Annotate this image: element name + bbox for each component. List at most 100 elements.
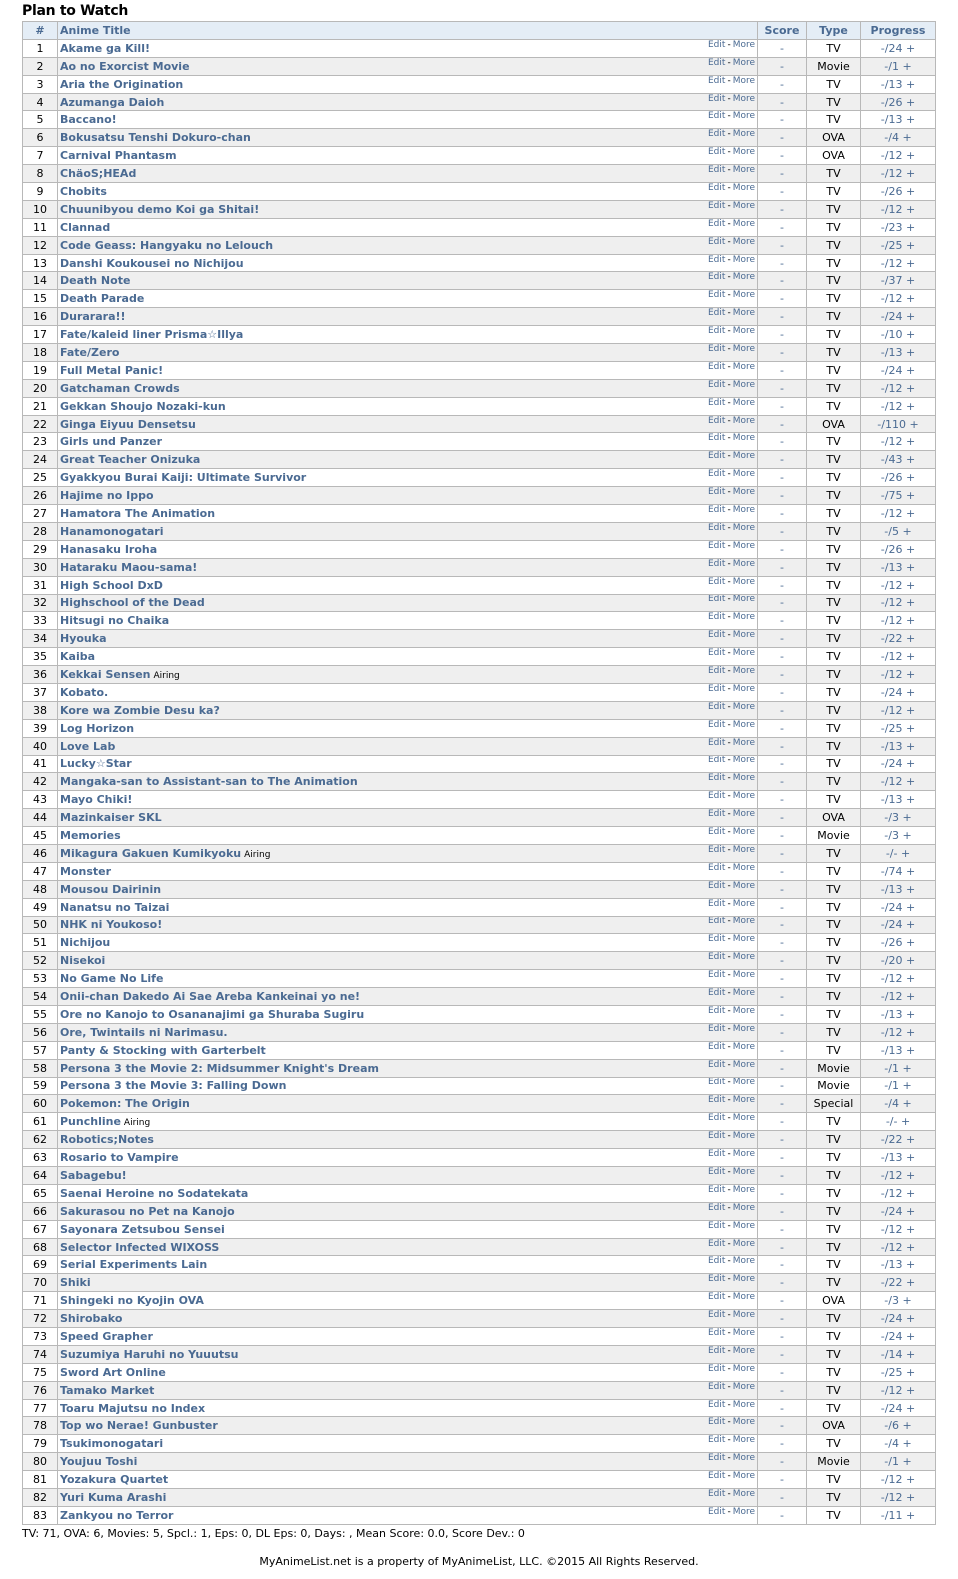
anime-title-link[interactable]: Akame ga Kill!	[60, 41, 150, 55]
header-num[interactable]: #	[22, 21, 58, 40]
anime-title-link[interactable]: Ginga Eiyuu Densetsu	[60, 417, 196, 431]
more-link[interactable]: More	[732, 683, 755, 694]
anime-title-link[interactable]: Code Geass: Hangyaku no Lelouch	[60, 238, 274, 252]
score[interactable]: -	[757, 1470, 807, 1490]
edit-link[interactable]: Edit	[708, 1005, 726, 1016]
header-progress[interactable]: Progress	[860, 21, 936, 40]
edit-link[interactable]: Edit	[708, 1453, 726, 1464]
increment-button[interactable]: +	[905, 1365, 916, 1379]
increment-button[interactable]: +	[905, 41, 916, 55]
progress-value[interactable]: -/75	[880, 489, 903, 503]
edit-link[interactable]: Edit	[708, 648, 726, 659]
more-link[interactable]: More	[732, 880, 755, 891]
increment-button[interactable]: +	[902, 1419, 912, 1433]
edit-link[interactable]: Edit	[708, 773, 726, 784]
score[interactable]: -	[757, 951, 807, 971]
increment-button[interactable]: +	[905, 685, 916, 699]
edit-link[interactable]: Edit	[708, 415, 726, 426]
anime-title-link[interactable]: Girls und Panzer	[60, 435, 163, 449]
more-link[interactable]: More	[732, 1113, 755, 1124]
progress-value[interactable]: -/24	[880, 1329, 903, 1343]
score[interactable]: -	[757, 128, 807, 148]
increment-button[interactable]: +	[905, 1508, 916, 1522]
score[interactable]: -	[757, 1273, 807, 1293]
progress-value[interactable]: -/12	[880, 650, 903, 664]
edit-link[interactable]: Edit	[708, 326, 726, 337]
increment-button[interactable]: +	[905, 936, 916, 950]
edit-link[interactable]: Edit	[708, 487, 726, 498]
more-link[interactable]: More	[732, 1041, 755, 1052]
edit-link[interactable]: Edit	[708, 290, 726, 301]
increment-button[interactable]: +	[905, 703, 916, 717]
progress-value[interactable]: -/-	[885, 846, 898, 860]
score[interactable]: -	[757, 915, 807, 935]
progress-value[interactable]: -/22	[880, 632, 903, 646]
more-link[interactable]: More	[732, 952, 755, 963]
anime-title-link[interactable]: Pokemon: The Origin	[60, 1097, 190, 1111]
edit-link[interactable]: Edit	[708, 1399, 726, 1410]
progress-value[interactable]: -/12	[880, 1168, 903, 1182]
edit-link[interactable]: Edit	[708, 809, 726, 820]
progress-value[interactable]: -/12	[880, 614, 903, 628]
header-title[interactable]: Anime Title	[57, 21, 758, 40]
edit-link[interactable]: Edit	[708, 361, 726, 372]
edit-link[interactable]: Edit	[708, 522, 726, 533]
increment-button[interactable]: +	[905, 632, 916, 646]
progress-value[interactable]: -/24	[880, 918, 903, 932]
edit-link[interactable]: Edit	[708, 934, 726, 945]
more-link[interactable]: More	[732, 1023, 755, 1034]
increment-button[interactable]: +	[905, 310, 916, 324]
increment-button[interactable]: +	[905, 202, 916, 216]
progress-value[interactable]: -/12	[880, 1240, 903, 1254]
score[interactable]: -	[757, 343, 807, 362]
edit-link[interactable]: Edit	[708, 1488, 726, 1499]
more-link[interactable]: More	[732, 791, 755, 802]
edit-link[interactable]: Edit	[708, 1202, 726, 1213]
score[interactable]: -	[757, 861, 807, 881]
increment-button[interactable]: +	[902, 1079, 912, 1093]
edit-link[interactable]: Edit	[708, 1417, 726, 1428]
score[interactable]: -	[757, 235, 807, 255]
more-link[interactable]: More	[732, 1166, 755, 1177]
anime-title-link[interactable]: Shirobako	[60, 1312, 123, 1326]
more-link[interactable]: More	[732, 558, 755, 569]
progress-value[interactable]: -/24	[880, 685, 903, 699]
edit-link[interactable]: Edit	[708, 451, 726, 462]
anime-title-link[interactable]: Robotics;Notes	[60, 1133, 154, 1147]
more-link[interactable]: More	[732, 1005, 755, 1016]
edit-link[interactable]: Edit	[708, 612, 726, 623]
edit-link[interactable]: Edit	[708, 540, 726, 551]
edit-link[interactable]: Edit	[708, 1059, 726, 1070]
more-link[interactable]: More	[732, 1131, 755, 1142]
more-link[interactable]: More	[732, 182, 755, 193]
more-link[interactable]: More	[732, 361, 755, 372]
score[interactable]: -	[757, 1398, 807, 1418]
more-link[interactable]: More	[732, 827, 755, 838]
increment-button[interactable]: +	[900, 1115, 911, 1129]
more-link[interactable]: More	[732, 1292, 755, 1303]
score[interactable]: -	[757, 879, 807, 899]
anime-title-link[interactable]: Death Note	[60, 274, 131, 288]
anime-title-link[interactable]: Onii-chan Dakedo Ai Sae Areba Kankeinai …	[60, 990, 361, 1004]
anime-title-link[interactable]: Nisekoi	[60, 954, 106, 968]
progress-value[interactable]: -/12	[880, 596, 903, 610]
more-link[interactable]: More	[732, 522, 755, 533]
anime-title-link[interactable]: Hanamonogatari	[60, 524, 164, 538]
increment-button[interactable]: +	[902, 131, 912, 145]
progress-value[interactable]: -/12	[880, 990, 903, 1004]
progress-value[interactable]: -/12	[880, 292, 903, 306]
increment-button[interactable]: +	[905, 1490, 916, 1504]
anime-title-link[interactable]: Hanasaku Iroha	[60, 542, 158, 556]
more-link[interactable]: More	[732, 648, 755, 659]
increment-button[interactable]: +	[905, 1329, 916, 1343]
more-link[interactable]: More	[732, 218, 755, 229]
score[interactable]: -	[757, 182, 807, 201]
more-link[interactable]: More	[732, 898, 755, 909]
edit-link[interactable]: Edit	[708, 719, 726, 730]
more-link[interactable]: More	[732, 594, 755, 605]
more-link[interactable]: More	[732, 755, 755, 766]
score[interactable]: -	[757, 772, 807, 792]
progress-value[interactable]: -/5	[884, 524, 899, 538]
anime-title-link[interactable]: Youjuu Toshi	[60, 1455, 138, 1469]
more-link[interactable]: More	[732, 1453, 755, 1464]
